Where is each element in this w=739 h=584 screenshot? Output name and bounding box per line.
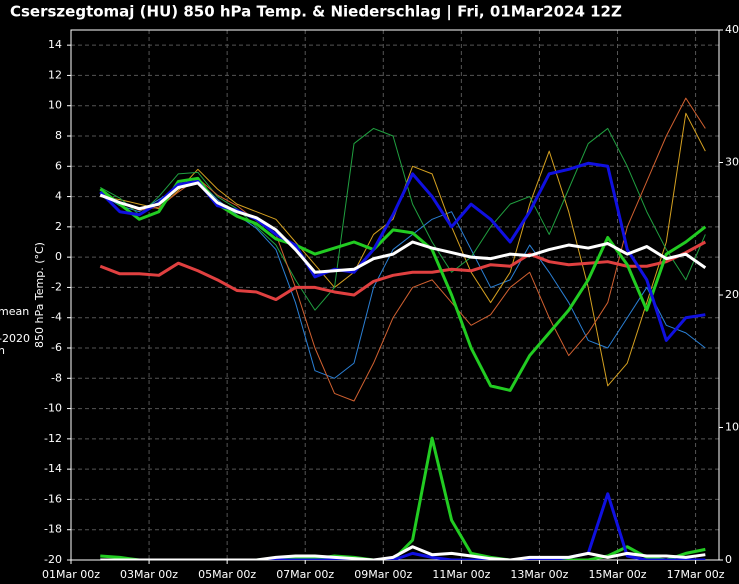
x-tick-label: 07Mar 00z: [276, 568, 334, 581]
y-tick-label: -18: [44, 523, 62, 536]
y2-tick-label: 30: [725, 156, 739, 169]
x-tick-label: 17Mar 00z: [667, 568, 725, 581]
x-tick-label: 15Mar 00z: [588, 568, 646, 581]
series-line: [100, 545, 706, 560]
series-line: [99, 181, 707, 274]
y2-tick-label: 20: [725, 288, 739, 301]
y-tick-label: 6: [55, 159, 62, 172]
y2-tick-label: 10: [725, 421, 739, 434]
y-tick-label: 10: [48, 99, 62, 112]
y-tick-label: -2: [51, 280, 62, 293]
y-tick-label: 12: [48, 68, 62, 81]
clipped-label: n: [0, 344, 5, 357]
clipped-label: -2020: [0, 332, 30, 345]
series-line: [100, 492, 706, 560]
x-tick-label: 03Mar 00z: [120, 568, 178, 581]
y-tick-label: -6: [51, 341, 62, 354]
series-line: [99, 240, 707, 302]
y-tick-label: -4: [51, 311, 62, 324]
y-tick-label: -14: [44, 462, 62, 475]
y-tick-label: -20: [44, 553, 62, 566]
x-tick-label: 11Mar 00z: [432, 568, 490, 581]
clipped-label: mean: [0, 305, 29, 318]
chart-title: Cserszegtomaj (HU) 850 hPa Temp. & Niede…: [10, 3, 622, 22]
x-tick-label: 13Mar 00z: [510, 568, 568, 581]
y-tick-label: 4: [55, 190, 62, 203]
y-tick-label: -8: [51, 371, 62, 384]
series-line: [100, 127, 706, 311]
y-tick-label: 8: [55, 129, 62, 142]
x-tick-label: 01Mar 00z: [42, 568, 100, 581]
y2-tick-label: 40: [725, 23, 739, 36]
y-tick-label: 14: [48, 38, 62, 51]
x-tick-label: 09Mar 00z: [354, 568, 412, 581]
y2-tick-label: 0: [725, 553, 732, 566]
y-tick-label: 0: [55, 250, 62, 263]
x-tick-label: 05Mar 00z: [198, 568, 256, 581]
y-tick-label: -16: [44, 492, 62, 505]
y-tick-label: 2: [55, 220, 62, 233]
y-tick-label: -12: [44, 432, 62, 445]
y-tick-label: -10: [44, 402, 62, 415]
y-axis-label: 850 hPa Temp. (°C): [33, 242, 46, 348]
